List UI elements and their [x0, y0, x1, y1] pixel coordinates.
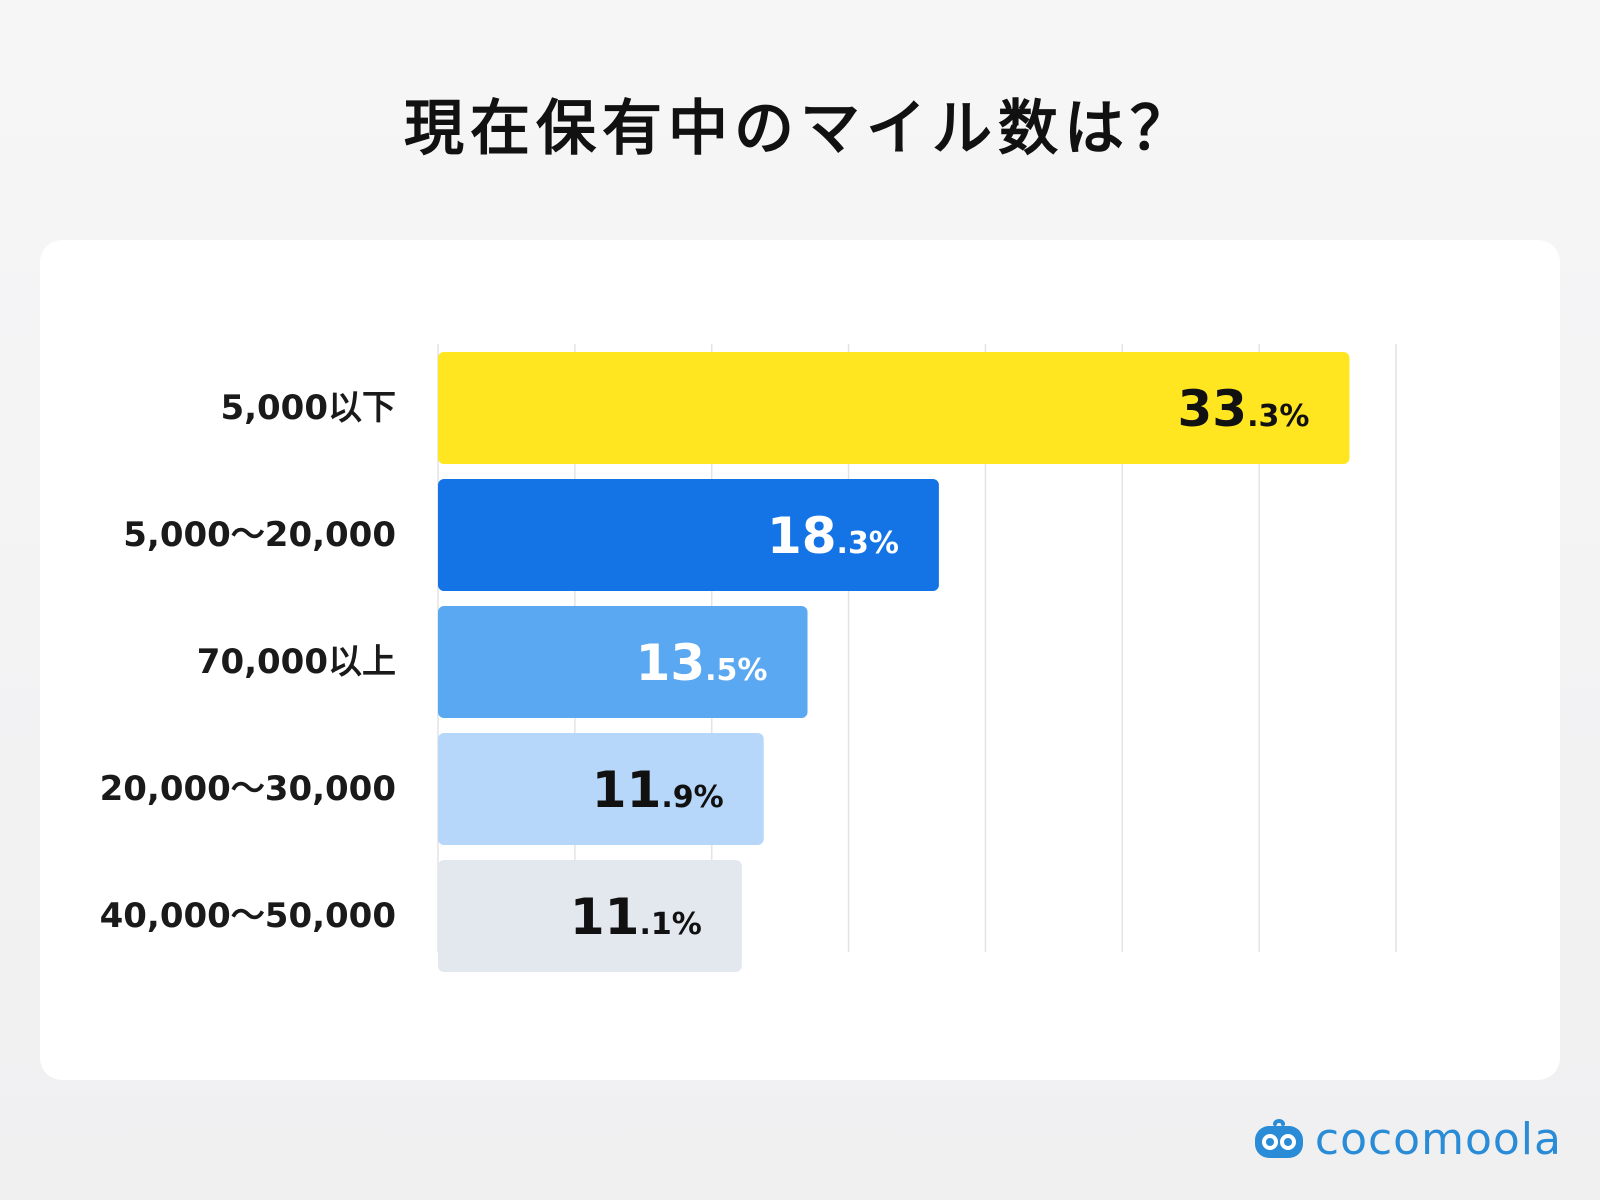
value-label-4: 11.1% [570, 888, 702, 946]
chart-title: 現在保有中のマイル数は？ [404, 94, 1196, 164]
value-label-0: 33.3% [1178, 380, 1310, 438]
value-label-3: 11.9% [592, 761, 724, 819]
value-labels: 33.3% 18.3% 13.5% 11.9% 11.1% [570, 380, 1310, 946]
category-label-1: 5,000〜20,000 [123, 515, 396, 555]
value-label-1: 18.3% [767, 507, 899, 565]
brand-logo-icon [1254, 1119, 1303, 1158]
category-labels: 5,000以下 5,000〜20,000 70,000以上 20,000〜30,000… [100, 388, 396, 936]
brand-name: cocomoola [1314, 1114, 1562, 1165]
category-label-2: 70,000以上 [197, 642, 396, 682]
value-label-2: 13.5% [636, 634, 768, 692]
bar-4 [438, 860, 742, 972]
category-label-4: 40,000〜50,000 [100, 896, 396, 936]
bars [438, 352, 1350, 972]
bar-0 [438, 352, 1350, 464]
bar-2 [438, 606, 808, 718]
bar-3 [438, 733, 764, 845]
chart-card: 5,000以下 5,000〜20,000 70,000以上 20,000〜30,000… [40, 240, 1560, 1080]
bar-chart: 5,000以下 5,000〜20,000 70,000以上 20,000〜30,000… [100, 344, 1397, 972]
category-label-3: 20,000〜30,000 [100, 769, 396, 809]
brand-logo: cocomoola [1251, 1110, 1562, 1170]
category-label-0: 5,000以下 [220, 388, 396, 428]
bar-1 [438, 479, 939, 591]
